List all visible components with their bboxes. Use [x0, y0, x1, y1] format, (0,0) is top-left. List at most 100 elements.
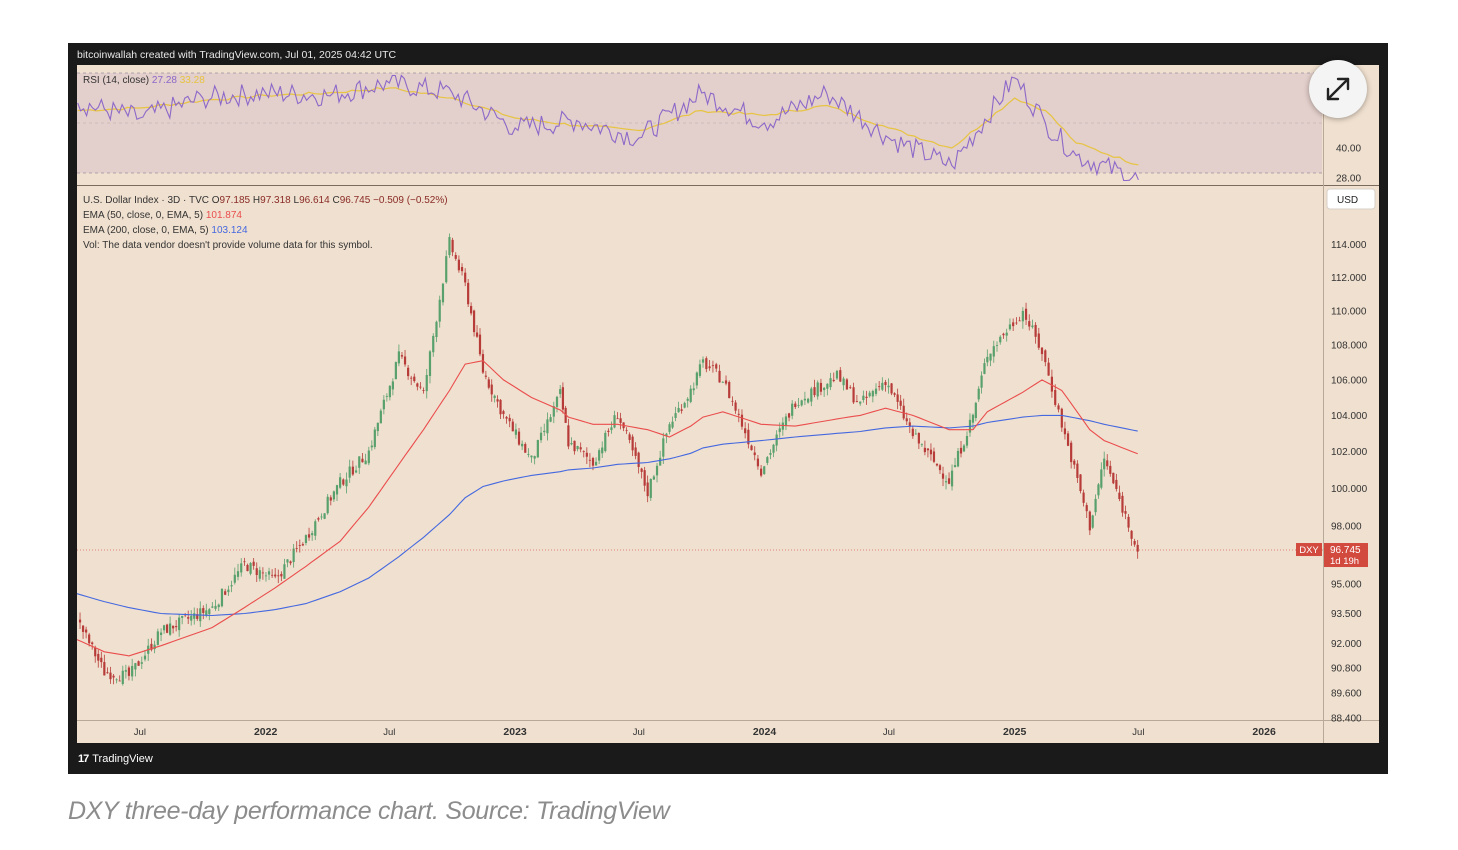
candle-body [832, 379, 835, 382]
candle-body [470, 305, 473, 314]
candle-body [905, 418, 908, 422]
candle-body [938, 465, 942, 471]
candle-body [932, 451, 936, 462]
candle-body [407, 367, 410, 377]
candle-body [1133, 540, 1136, 545]
candle-body [652, 476, 656, 480]
candle-body [317, 518, 320, 520]
rsi-tick-0: 40.00 [1336, 144, 1361, 155]
candle-body [573, 440, 576, 452]
candle-body [1057, 405, 1060, 410]
x-tick-1: 2022 [254, 726, 278, 738]
candle-body [1124, 511, 1127, 514]
candle-body [977, 388, 980, 400]
candle-body [224, 591, 227, 595]
candle-body [172, 625, 175, 629]
candle-body [100, 657, 103, 663]
candle-body [88, 634, 91, 644]
candle-body [1100, 469, 1103, 488]
candle-body [849, 387, 852, 389]
candle-body [292, 548, 295, 563]
ema50-legend-part-1: 101.874 [206, 210, 243, 221]
candle-body [490, 384, 493, 395]
candle-body [134, 663, 137, 670]
price-label-bg [1324, 543, 1368, 568]
candle-body [496, 399, 499, 402]
rsi-legend-part-0: RSI (14, close) [83, 75, 152, 86]
ema200-legend-part-0: EMA (200, close, 0, EMA, 5) [83, 225, 211, 236]
ema200-legend-part-1: 103.124 [211, 225, 248, 236]
candle-body [240, 563, 243, 573]
candle-body [187, 617, 190, 619]
candle-body [1044, 350, 1047, 363]
candle-body [800, 400, 803, 406]
candle-body [986, 356, 989, 363]
candle-body [400, 355, 404, 357]
candle-body [280, 573, 283, 577]
candle-body [205, 610, 208, 616]
expand-button[interactable] [1309, 60, 1367, 118]
candle-body [1127, 516, 1130, 528]
candle-body [896, 394, 899, 402]
candle-body [983, 363, 986, 374]
candle-body [140, 662, 143, 664]
candle-body [524, 444, 527, 453]
candle-body [467, 282, 470, 305]
time-axis [77, 720, 1323, 743]
candle-body [1034, 324, 1037, 337]
candle-body [1021, 310, 1024, 322]
candle-body [307, 534, 311, 538]
candle-body [950, 470, 954, 487]
candle-body [373, 429, 376, 448]
candle-body [683, 402, 686, 408]
candle-body [286, 559, 289, 563]
price-tick-1: 112.000 [1331, 273, 1367, 284]
candle-body [403, 356, 407, 365]
candle-body [258, 570, 261, 579]
candle-body [965, 436, 969, 446]
candle-body [425, 375, 428, 392]
candle-body [150, 643, 153, 650]
candle-body [947, 478, 951, 484]
candle-body [823, 387, 826, 391]
candle-body [619, 418, 622, 423]
candle-body [816, 382, 819, 397]
candle-body [803, 398, 807, 401]
candle-body [419, 386, 422, 388]
candle-body [956, 450, 960, 467]
candle-body [376, 422, 379, 432]
candle-body [941, 473, 945, 479]
candle-body [505, 416, 508, 419]
candle-body [517, 431, 521, 445]
price-tick-14: 88.400 [1331, 714, 1362, 725]
candle-body [159, 632, 163, 635]
candle-body [929, 449, 933, 455]
candle-body [819, 382, 823, 392]
candle-body [457, 259, 460, 271]
candle-body [724, 380, 728, 384]
price-pane [77, 186, 1323, 720]
figure-caption: DXY three-day performance chart. Source:… [68, 797, 670, 825]
candle-body [432, 335, 435, 353]
rsi-tick-1: 28.00 [1336, 174, 1361, 185]
price-legend-part-3: H [253, 195, 260, 206]
rsi-legend-part-1: 27.28 [152, 75, 180, 86]
candle-body [78, 619, 82, 623]
ema200-line [76, 414, 1138, 617]
candle-body [451, 239, 454, 253]
candle-body [314, 521, 317, 536]
candle-body [1076, 463, 1079, 478]
candle-body [112, 675, 115, 678]
rsi-legend: RSI (14, close) 27.28 33.28 [83, 75, 205, 86]
candle-body [1040, 347, 1044, 355]
candle-body [445, 256, 448, 283]
candle-body [797, 405, 800, 406]
candle-body [695, 372, 698, 386]
price-tick-0: 114.000 [1331, 240, 1367, 251]
candle-body [649, 478, 652, 498]
price-tick-6: 102.000 [1331, 447, 1368, 458]
candle-body [249, 562, 252, 574]
candle-body [246, 564, 249, 572]
candle-body [156, 631, 159, 645]
candle-body [217, 604, 220, 608]
